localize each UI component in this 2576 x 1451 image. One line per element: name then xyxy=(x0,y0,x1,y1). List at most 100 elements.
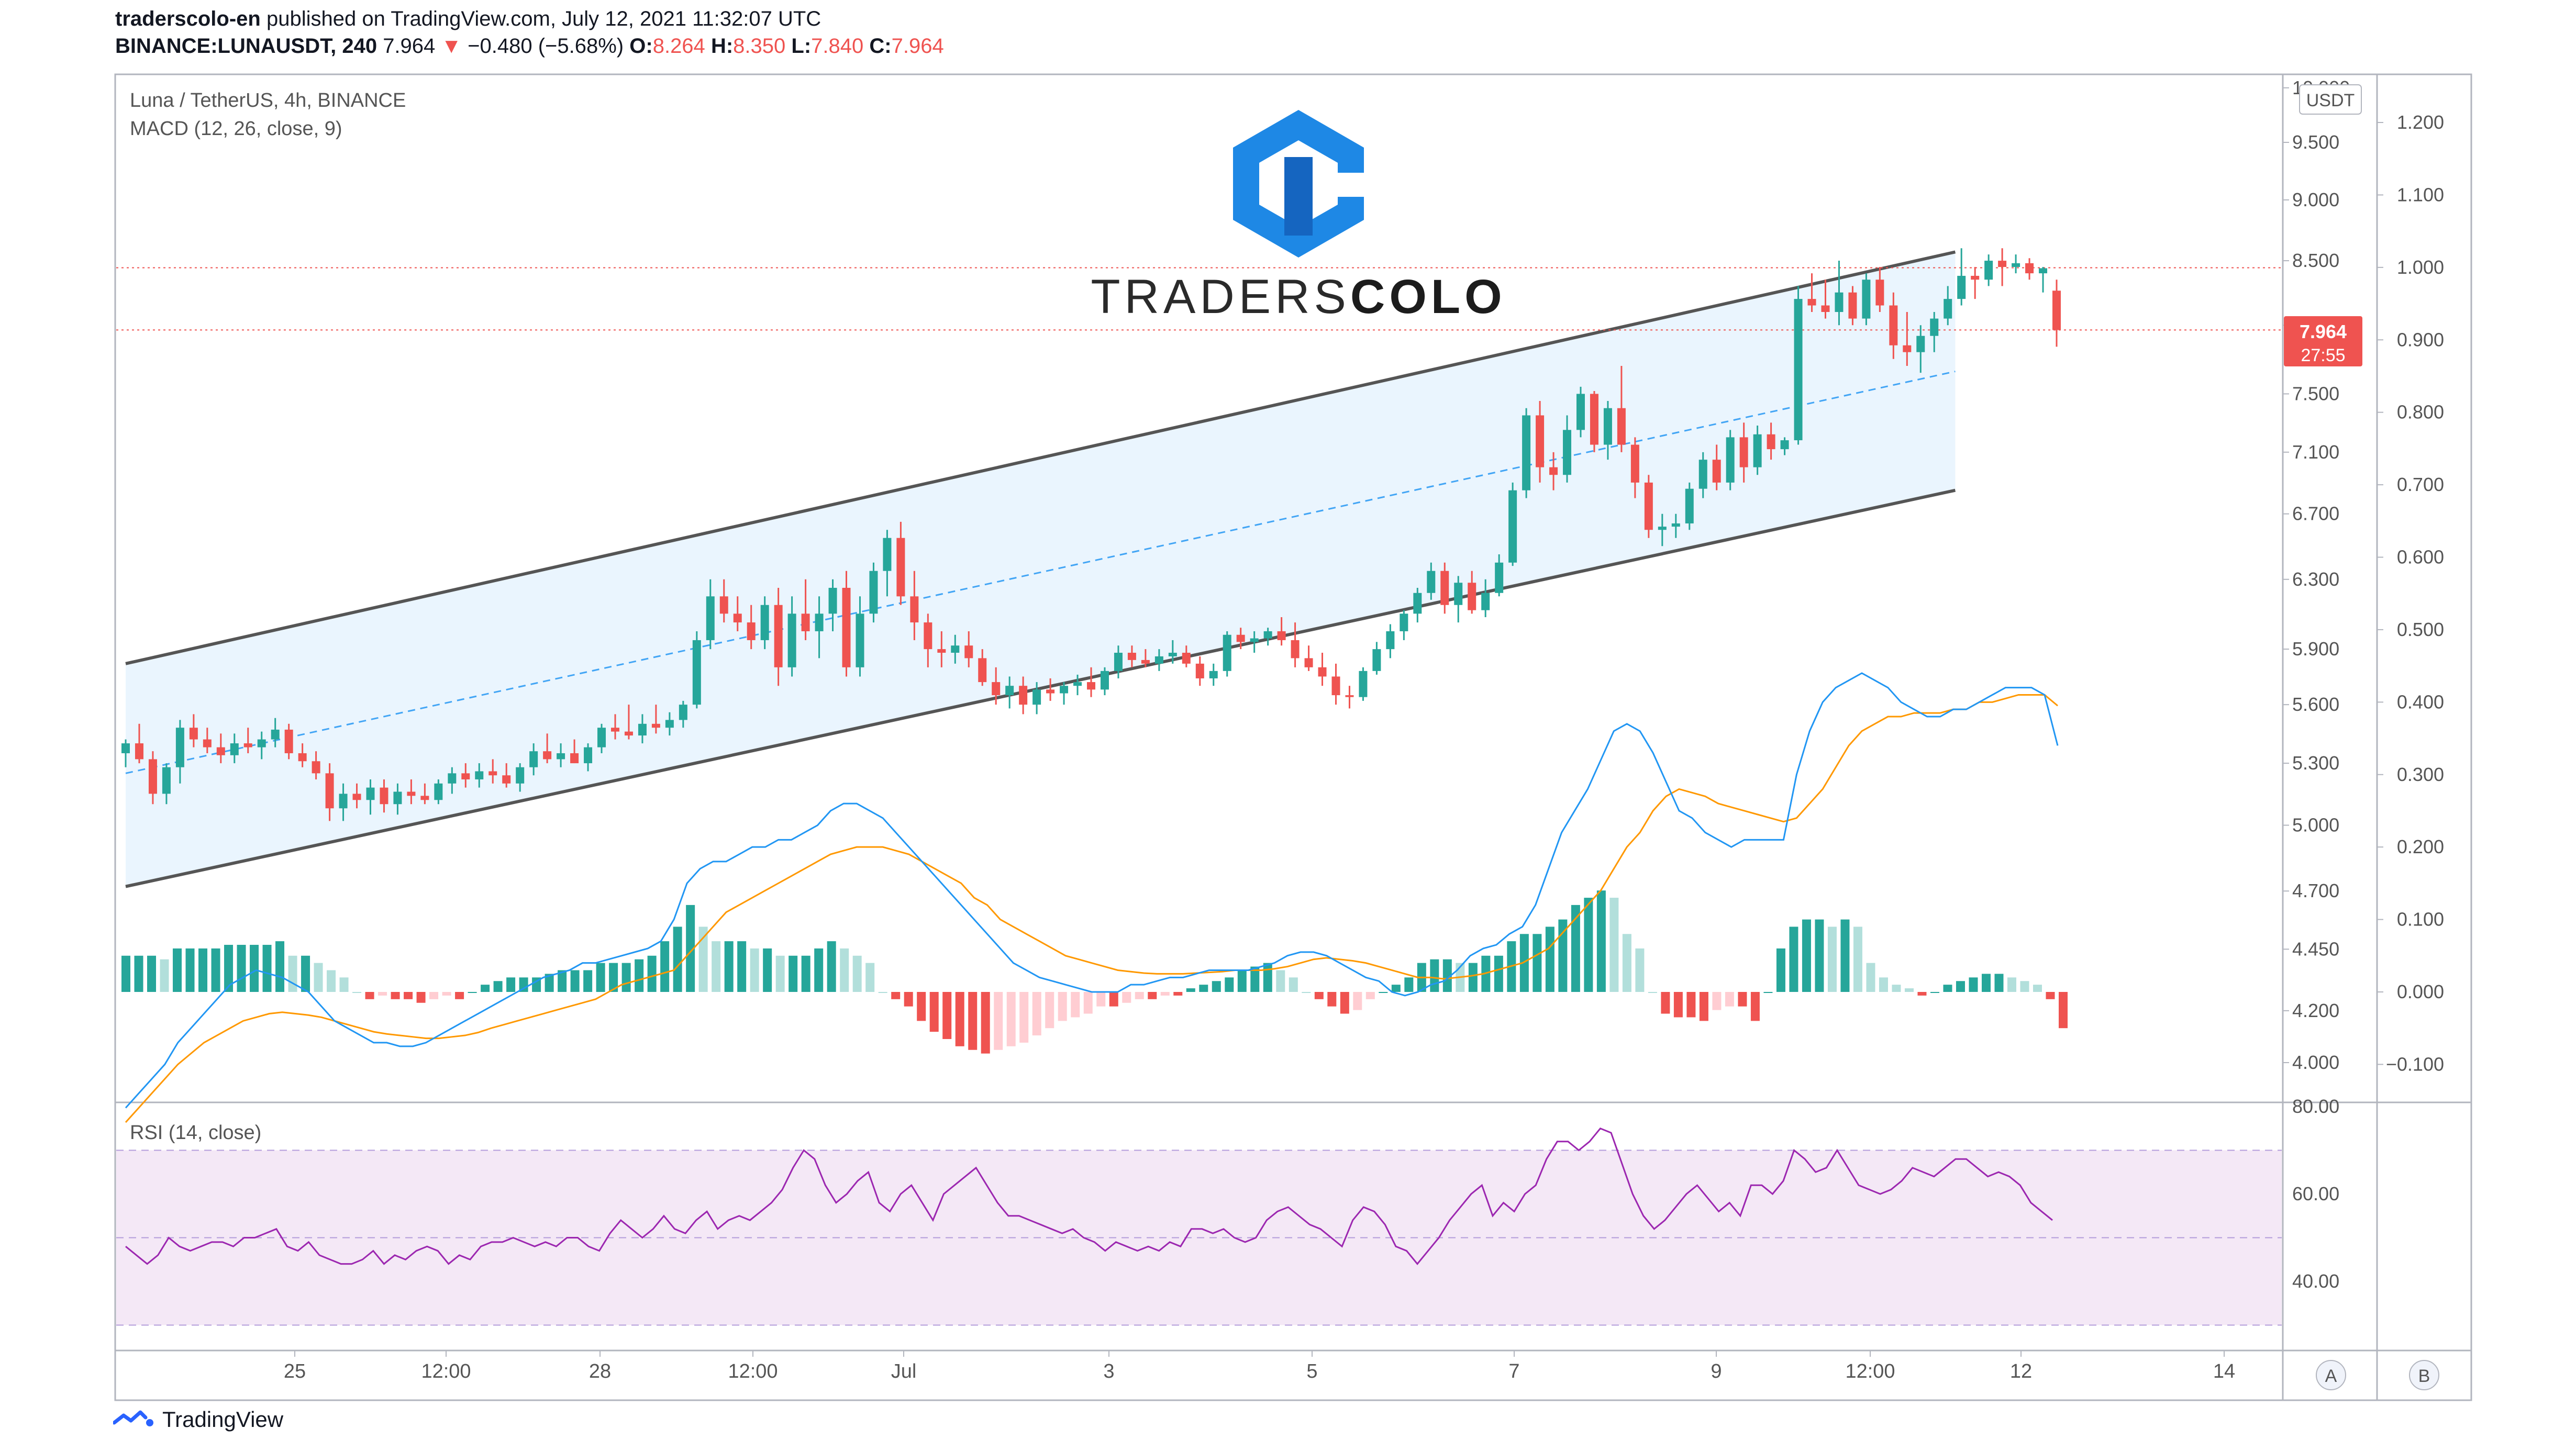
auto-scale-button[interactable] xyxy=(2316,1360,2346,1390)
candle-body xyxy=(1508,490,1517,563)
candle-body xyxy=(760,605,769,640)
candle-body xyxy=(1916,336,1925,352)
candle-body xyxy=(1359,671,1368,697)
macd-histogram-bar xyxy=(1404,977,1414,992)
macd-histogram-bar xyxy=(352,992,362,993)
macd-histogram-bar xyxy=(160,959,169,992)
candle-body xyxy=(529,751,538,767)
macd-histogram-bar xyxy=(1225,977,1234,992)
publisher-name[interactable]: traderscolo-en xyxy=(115,7,261,30)
macd-histogram-bar xyxy=(1109,992,1118,1007)
log-scale-button[interactable] xyxy=(2409,1360,2439,1390)
rsi-line xyxy=(125,1127,2053,1265)
candle-body xyxy=(1603,408,1612,445)
tradingview-footer[interactable]: TradingView xyxy=(113,1407,283,1432)
macd-histogram-bar xyxy=(1584,898,1593,992)
candle-body xyxy=(1304,658,1313,667)
macd-histogram-bar xyxy=(506,977,516,992)
candle-body xyxy=(1318,667,1327,677)
macd-histogram-bar xyxy=(1019,992,1029,1043)
macd-histogram-bar xyxy=(1815,919,1824,992)
macd-histogram-bar xyxy=(1340,992,1349,1014)
change-value: −0.480 (−5.68%) xyxy=(468,35,624,58)
candle-body xyxy=(148,759,157,794)
candle-body xyxy=(2012,263,2020,267)
candle-body xyxy=(1998,261,2007,267)
candle-body xyxy=(312,761,320,774)
macd-histogram-bar xyxy=(1160,992,1170,996)
macd-histogram-bar xyxy=(185,948,195,992)
macd-tick-label: 0.300 xyxy=(2397,764,2444,785)
price-tick-label: 4.200 xyxy=(2292,1000,2339,1021)
candle-body xyxy=(189,728,198,740)
macd-histogram-bar xyxy=(775,955,785,992)
regression-channel xyxy=(116,250,2282,888)
candle-body xyxy=(1807,299,1816,306)
time-tick-label: 28 xyxy=(589,1360,611,1382)
candle-body xyxy=(1468,583,1476,610)
macd-histogram-bar xyxy=(1571,905,1580,992)
candle-body xyxy=(719,596,728,614)
macd-histogram-bar xyxy=(635,959,644,992)
open-label: O: xyxy=(629,35,653,58)
candle-body xyxy=(203,739,212,747)
candle-body xyxy=(787,613,796,667)
candle-body xyxy=(1236,634,1245,642)
candle-body xyxy=(1154,656,1163,664)
candle-body xyxy=(1427,571,1436,593)
macd-tick-label: 0.200 xyxy=(2397,836,2444,857)
macd-histogram-bar xyxy=(1648,992,1657,993)
macd-histogram-bar xyxy=(1186,988,1195,992)
macd-histogram-bar xyxy=(1994,974,2004,992)
tradingview-logo-icon xyxy=(113,1410,153,1426)
candle-body xyxy=(1835,292,1844,312)
candle-body xyxy=(1168,653,1177,656)
candle-body xyxy=(1019,686,1028,705)
time-tick-label: 12:00 xyxy=(421,1360,471,1382)
log-scale-label: B xyxy=(2418,1366,2430,1386)
macd-histogram-bar xyxy=(1661,992,1670,1014)
candle-body xyxy=(1698,460,1707,489)
candle-body xyxy=(121,743,130,753)
macd-histogram-bar xyxy=(1853,927,1862,992)
candle-body xyxy=(1549,467,1558,475)
macd-histogram-bar xyxy=(1250,966,1260,992)
candle-body xyxy=(610,728,619,732)
candle-body xyxy=(1127,653,1136,660)
symbol-label[interactable]: BINANCE:LUNAUSDT, 240 xyxy=(115,35,377,58)
price-tick-label: 6.700 xyxy=(2292,503,2339,524)
open-value: 8.264 xyxy=(652,35,705,58)
candle-body xyxy=(992,682,1001,696)
watermark-text: TRADERSCOLO xyxy=(1091,270,1506,323)
last-price-badge xyxy=(2284,316,2362,366)
macd-tick-label: 1.000 xyxy=(2397,256,2444,278)
macd-tick-label: 1.100 xyxy=(2397,184,2444,205)
macd-histogram-bar xyxy=(1545,927,1555,992)
macd-histogram-bar xyxy=(929,992,939,1032)
macd-tick-label: 0.800 xyxy=(2397,401,2444,423)
macd-histogram-bar xyxy=(134,955,143,992)
watermark-light: TRADERS xyxy=(1091,270,1350,323)
macd-histogram-bar xyxy=(121,955,130,992)
price-tick-label: 4.450 xyxy=(2292,938,2339,959)
candle-body xyxy=(380,787,388,805)
candle-body xyxy=(516,767,525,784)
candle-body xyxy=(407,791,416,796)
close-value: 7.964 xyxy=(891,35,944,58)
candle-body xyxy=(774,605,783,667)
rsi-tick-label: 60.00 xyxy=(2292,1183,2339,1204)
candle-body xyxy=(1046,689,1055,694)
macd-histogram-bar xyxy=(1609,898,1619,992)
macd-histogram-bar xyxy=(1237,970,1247,992)
candle-body xyxy=(488,771,497,776)
macd-histogram-bar xyxy=(237,945,246,992)
candle-body xyxy=(1114,653,1123,671)
price-unit-box[interactable] xyxy=(2299,84,2362,115)
candle-body xyxy=(1250,638,1259,642)
macd-histogram-bar xyxy=(891,992,901,999)
candle-body xyxy=(461,773,470,779)
macd-histogram-bar xyxy=(1430,959,1439,992)
macd-histogram-bar xyxy=(532,977,541,992)
candle-body xyxy=(1875,280,1884,306)
